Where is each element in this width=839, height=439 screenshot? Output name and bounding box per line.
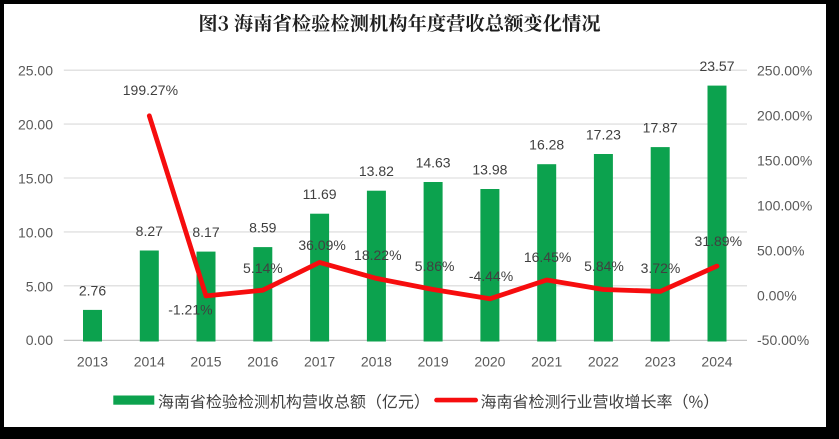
svg-text:199.27%: 199.27%	[123, 82, 178, 98]
svg-text:0.00%: 0.00%	[757, 287, 797, 303]
svg-text:13.82: 13.82	[359, 163, 394, 179]
svg-text:5.00: 5.00	[26, 278, 53, 294]
svg-text:16.45%: 16.45%	[524, 249, 571, 265]
svg-text:17.87: 17.87	[643, 120, 678, 136]
svg-text:20.00: 20.00	[18, 117, 53, 133]
svg-text:16.28: 16.28	[529, 137, 564, 153]
svg-text:2021: 2021	[531, 354, 562, 370]
svg-text:-4.44%: -4.44%	[469, 268, 513, 284]
svg-text:23.57: 23.57	[699, 58, 734, 74]
svg-text:2024: 2024	[701, 354, 732, 370]
svg-text:2018: 2018	[361, 354, 392, 370]
svg-text:31.89%: 31.89%	[695, 233, 742, 249]
svg-text:2020: 2020	[474, 354, 505, 370]
svg-text:2019: 2019	[418, 354, 449, 370]
svg-text:-50.00%: -50.00%	[757, 332, 809, 348]
svg-text:3.72%: 3.72%	[641, 260, 681, 276]
svg-text:5.86%: 5.86%	[415, 258, 455, 274]
svg-text:13.98: 13.98	[472, 162, 507, 178]
svg-text:8.27: 8.27	[136, 223, 163, 239]
svg-text:15.00: 15.00	[18, 171, 53, 187]
svg-text:8.59: 8.59	[249, 220, 276, 236]
svg-text:2015: 2015	[190, 354, 221, 370]
svg-text:25.00: 25.00	[18, 63, 53, 79]
svg-text:2023: 2023	[645, 354, 676, 370]
svg-text:50.00%: 50.00%	[757, 242, 804, 258]
svg-text:2.76: 2.76	[79, 282, 106, 298]
svg-text:5.84%: 5.84%	[584, 258, 624, 274]
svg-text:200.00%: 200.00%	[757, 108, 812, 124]
svg-text:36.09%: 36.09%	[298, 237, 345, 253]
svg-text:2013: 2013	[77, 354, 108, 370]
svg-text:2022: 2022	[588, 354, 619, 370]
svg-text:10.00: 10.00	[18, 224, 53, 240]
svg-text:14.63: 14.63	[416, 155, 451, 171]
svg-text:11.69: 11.69	[303, 186, 337, 202]
svg-text:18.22%: 18.22%	[354, 247, 401, 263]
svg-text:2016: 2016	[247, 354, 278, 370]
svg-text:2014: 2014	[134, 354, 165, 370]
svg-text:5.14%: 5.14%	[243, 260, 283, 276]
svg-text:250.00%: 250.00%	[757, 63, 812, 79]
svg-text:8.17: 8.17	[192, 224, 219, 240]
svg-text:100.00%: 100.00%	[757, 198, 812, 214]
svg-text:150.00%: 150.00%	[757, 153, 812, 169]
svg-text:-1.21%: -1.21%	[168, 301, 212, 317]
svg-text:17.23: 17.23	[586, 127, 621, 143]
svg-text:0.00: 0.00	[26, 332, 53, 348]
svg-text:2017: 2017	[304, 354, 335, 370]
